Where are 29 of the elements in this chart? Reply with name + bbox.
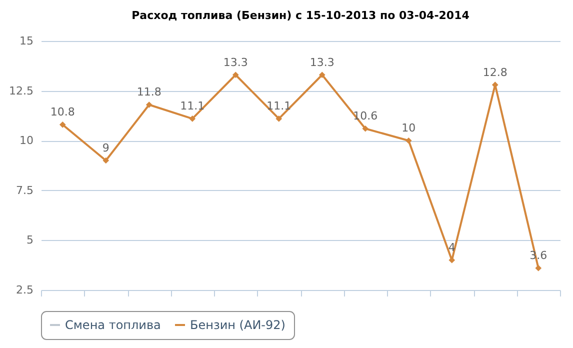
point [232, 72, 239, 78]
point [189, 116, 196, 122]
point [146, 102, 152, 108]
data-label: 11.8 [136, 86, 162, 99]
data-label: 11.1 [266, 100, 292, 113]
data-label: 13.3 [223, 56, 248, 69]
chart-title: Расход топлива (Бензин) с 15-10-2013 по 03-04-2014 [132, 9, 470, 22]
point [362, 125, 369, 132]
point [276, 116, 282, 122]
y-tick-label: 5 [26, 234, 34, 247]
legend-label: Бензин (АИ-92) [190, 318, 286, 332]
legend-label: Смена топлива [65, 318, 161, 332]
data-label: 9 [102, 142, 110, 155]
y-tick-label: 12.5 [9, 84, 34, 98]
data-label: 12.8 [482, 66, 508, 79]
data-label: 13.3 [310, 56, 334, 69]
y-tick-label: 10 [20, 134, 34, 148]
point [535, 264, 542, 272]
data-label: 10 [402, 122, 416, 135]
point [492, 82, 498, 88]
point [405, 137, 412, 144]
data-label: 10.8 [50, 106, 75, 119]
y-tick-label: 2.5 [16, 284, 34, 296]
y-tick-label: 15 [20, 34, 34, 48]
data-label: 11.1 [180, 100, 205, 113]
point [102, 157, 110, 164]
point [59, 122, 66, 128]
point [318, 72, 326, 78]
y-tick-label: 7.5 [16, 184, 34, 197]
